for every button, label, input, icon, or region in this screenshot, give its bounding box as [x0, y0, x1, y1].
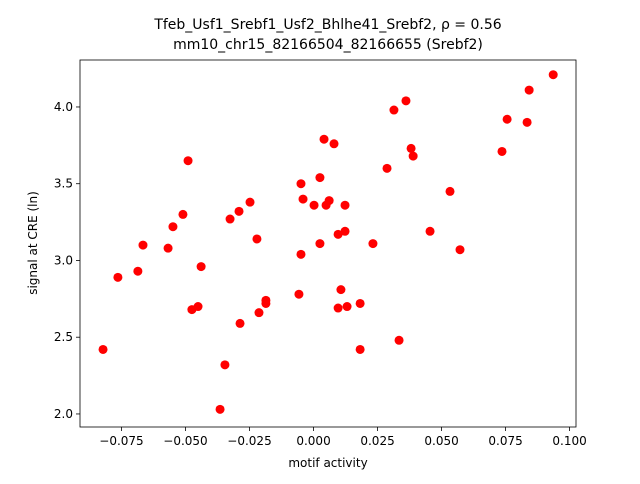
point — [340, 200, 350, 210]
point — [113, 272, 123, 282]
x-tick-label: 0.075 — [488, 434, 522, 448]
x-tick-label: −0.025 — [227, 434, 271, 448]
point — [524, 85, 534, 95]
point — [319, 134, 329, 144]
x-tick-label: 0.000 — [296, 434, 330, 448]
point — [298, 194, 308, 204]
point — [497, 146, 507, 156]
plot-frame — [79, 59, 577, 428]
y-tick-label: 2.0 — [54, 407, 73, 421]
point — [329, 139, 339, 149]
point — [389, 105, 399, 115]
point — [342, 302, 352, 312]
point — [296, 249, 306, 259]
point — [245, 197, 255, 207]
point — [324, 196, 334, 206]
point — [220, 360, 230, 370]
point — [215, 404, 225, 414]
point — [408, 151, 418, 161]
point — [261, 295, 271, 305]
x-axis-label: motif activity — [288, 456, 367, 470]
point — [163, 243, 173, 253]
point — [394, 335, 404, 345]
x-tick-label: 0.100 — [552, 434, 586, 448]
point — [183, 156, 193, 166]
point — [406, 143, 416, 153]
point — [455, 245, 465, 255]
point — [234, 206, 244, 216]
chart-title: Tfeb_Usf1_Srebf1_Usf2_Bhlhe41_Srebf2, ρ … — [153, 17, 501, 33]
chart-subtitle: mm10_chr15_82166504_82166655 (Srebf2) — [173, 37, 483, 53]
point — [133, 266, 143, 276]
point — [252, 234, 262, 244]
point — [294, 289, 304, 299]
y-axis-label: signal at CRE (ln) — [26, 191, 40, 295]
y-tick-label: 3.5 — [54, 177, 73, 191]
point — [355, 344, 365, 354]
point — [522, 117, 532, 127]
point — [333, 303, 343, 313]
point — [548, 70, 558, 80]
point — [368, 239, 378, 249]
point — [315, 173, 325, 183]
point — [254, 308, 264, 318]
point — [355, 298, 365, 308]
point — [296, 179, 306, 189]
x-tick-label: −0.050 — [163, 434, 207, 448]
point — [340, 226, 350, 236]
y-tick-label: 2.5 — [54, 330, 73, 344]
point — [193, 302, 203, 312]
point — [309, 200, 319, 210]
y-tick-label: 4.0 — [54, 100, 73, 114]
point — [315, 239, 325, 249]
point — [382, 163, 392, 173]
point — [336, 285, 346, 295]
point — [98, 344, 108, 354]
x-tick-label: 0.050 — [424, 434, 458, 448]
point — [445, 186, 455, 196]
point — [225, 214, 235, 224]
x-tick-label: −0.075 — [99, 434, 143, 448]
point — [168, 222, 178, 232]
point — [138, 240, 148, 250]
x-tick-label: 0.025 — [360, 434, 394, 448]
point — [425, 226, 435, 236]
y-tick-label: 3.0 — [54, 253, 73, 267]
point — [502, 114, 512, 124]
point — [333, 229, 343, 239]
point — [178, 209, 188, 219]
point — [235, 318, 245, 328]
point — [196, 262, 206, 272]
point — [401, 96, 411, 106]
